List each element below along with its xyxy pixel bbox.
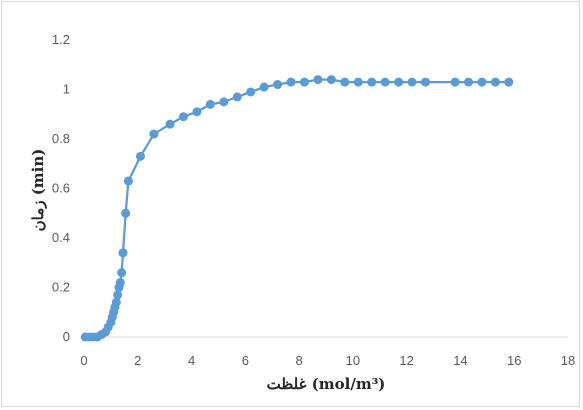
x-tick-label: 14	[453, 353, 467, 368]
data-point	[113, 290, 123, 300]
data-point	[178, 112, 188, 122]
data-point	[504, 77, 514, 87]
x-tick-label: 16	[507, 353, 521, 368]
data-point	[123, 176, 133, 186]
data-point	[115, 278, 125, 288]
series-group	[80, 75, 514, 342]
data-point	[380, 77, 390, 87]
y-tick-label: 0.6	[52, 181, 70, 196]
data-point	[273, 80, 283, 90]
x-tick-label: 2	[134, 353, 141, 368]
data-point	[205, 99, 215, 109]
x-axis-title: غلظت (mol/m³)	[267, 375, 386, 393]
data-point	[232, 92, 242, 102]
y-axis-title: زمان (min)	[29, 149, 47, 232]
data-point	[118, 248, 128, 258]
x-tick-label: 0	[80, 353, 87, 368]
data-point	[326, 75, 336, 85]
data-point	[313, 75, 323, 85]
y-tick-label: 0	[63, 329, 70, 344]
x-tick-label: 8	[295, 353, 302, 368]
data-point	[353, 77, 363, 87]
data-point	[490, 77, 500, 87]
data-point	[165, 119, 175, 129]
x-tick-label: 6	[242, 353, 249, 368]
data-point	[111, 297, 121, 307]
y-tick-label: 0.8	[52, 131, 70, 146]
data-point	[135, 151, 145, 161]
data-point	[259, 82, 269, 92]
series-line	[85, 78, 509, 339]
data-point	[450, 77, 460, 87]
data-point	[121, 208, 131, 218]
data-point	[219, 97, 229, 107]
x-tick-labels: 0 2 4 6 8 10 12 14 16 18	[80, 353, 575, 368]
y-tick-label: 0.4	[52, 230, 70, 245]
data-point	[149, 129, 159, 139]
x-tick-label: 4	[188, 353, 195, 368]
data-point	[407, 77, 417, 87]
x-tick-label: 12	[399, 353, 413, 368]
data-point	[299, 77, 309, 87]
data-point	[464, 77, 474, 87]
data-point	[192, 107, 202, 117]
data-point	[477, 77, 487, 87]
data-point	[367, 77, 377, 87]
x-tick-label: 18	[561, 353, 575, 368]
y-tick-label: 1	[63, 82, 70, 97]
data-point	[286, 77, 296, 87]
y-tick-labels: 0 0.2 0.4 0.6 0.8 1 1.2	[52, 32, 70, 344]
y-tick-label: 0.2	[52, 280, 70, 295]
y-tick-label: 1.2	[52, 32, 70, 47]
data-point	[340, 77, 350, 87]
data-point	[117, 268, 127, 278]
data-point	[394, 77, 404, 87]
x-tick-label: 10	[346, 353, 360, 368]
data-point	[420, 77, 430, 87]
data-point	[246, 87, 256, 97]
